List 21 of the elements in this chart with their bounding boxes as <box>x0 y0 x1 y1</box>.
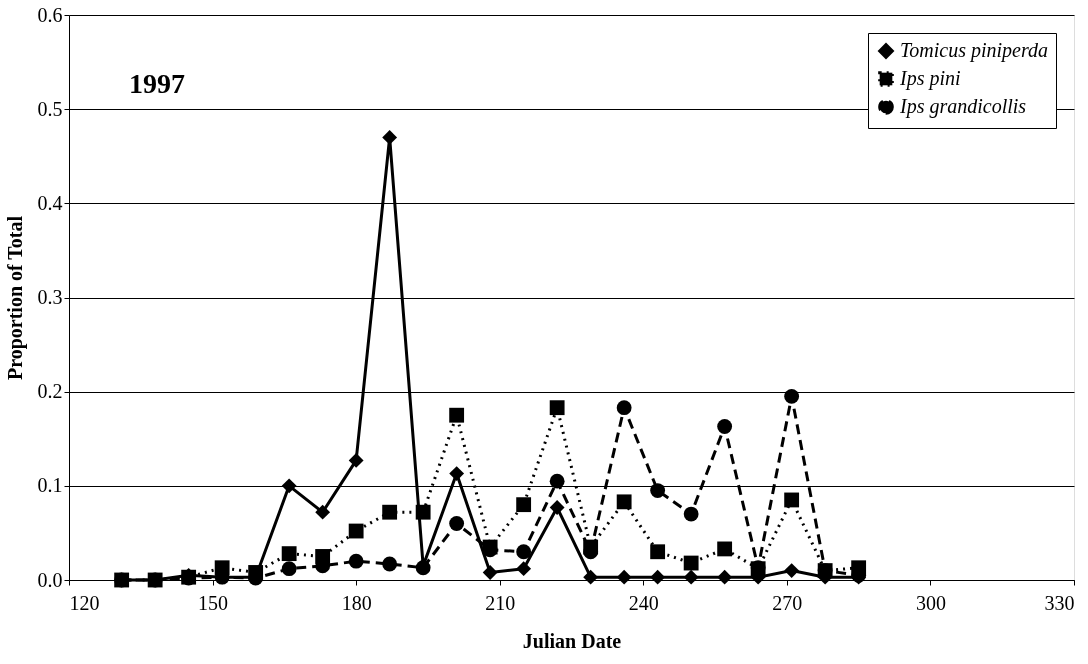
y-axis-title: Proportion of Total <box>3 215 27 381</box>
y-tick-label: 0.2 <box>37 380 63 403</box>
annotation: 1997 <box>129 68 185 99</box>
legend-label: Ips pini <box>899 67 961 90</box>
y-tick-label: 0.1 <box>37 474 63 497</box>
x-tick-label: 150 <box>198 591 229 614</box>
x-tick-label: 210 <box>485 591 516 614</box>
y-tick-label: 0.4 <box>37 191 63 214</box>
legend-label: Ips grandicollis <box>899 95 1027 118</box>
y-tick-label: 0.5 <box>37 97 63 120</box>
x-tick-label: 330 <box>1044 591 1075 614</box>
x-tick-label: 300 <box>915 591 946 614</box>
y-tick-label: 0.0 <box>37 568 63 591</box>
x-tick-label: 180 <box>341 591 372 614</box>
x-tick-label: 120 <box>69 591 100 614</box>
y-tick-label: 0.3 <box>37 286 63 308</box>
x-axis-title: Julian Date <box>522 629 622 652</box>
x-tick-label: 270 <box>772 591 803 614</box>
legend-label: Tomicus piniperda <box>900 39 1048 62</box>
x-tick-label: 240 <box>628 591 659 614</box>
y-tick-label: 0.6 <box>37 3 63 26</box>
